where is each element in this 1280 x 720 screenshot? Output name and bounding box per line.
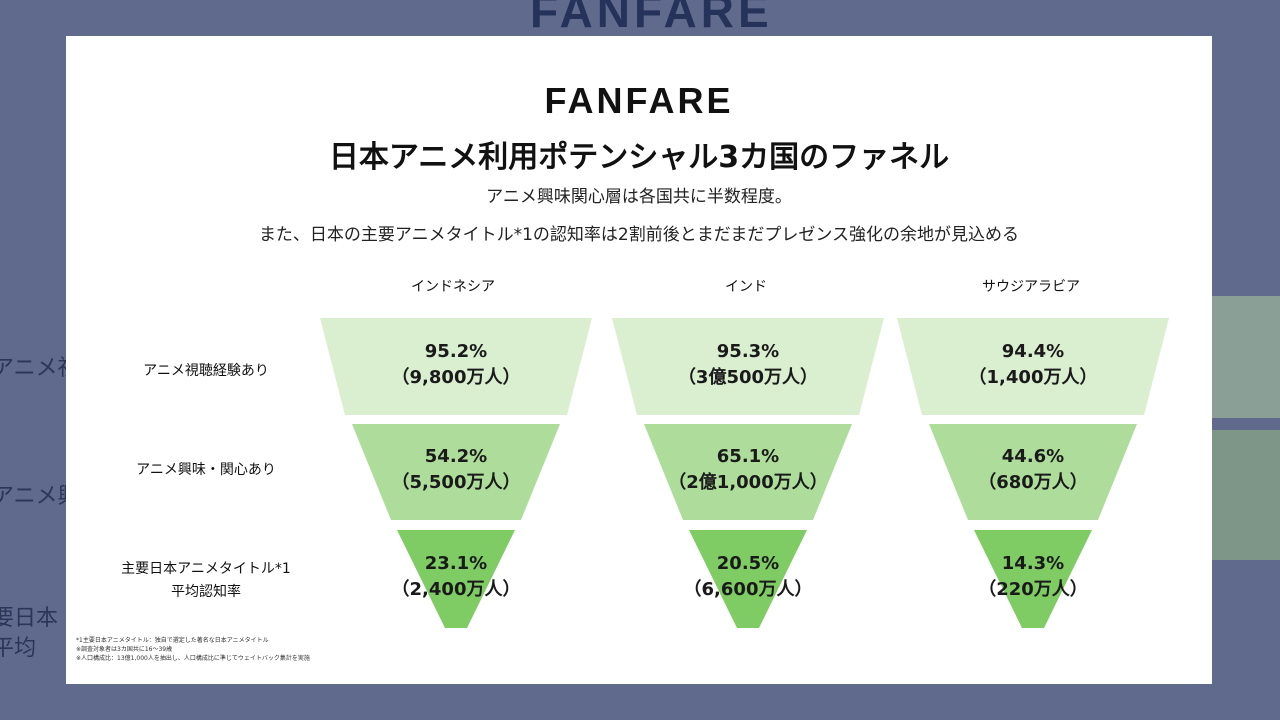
population-label: （3億500万人） xyxy=(677,366,819,388)
percent-label: 14.3% xyxy=(1001,553,1065,574)
funnel-value: 94.4% （1,400万人） xyxy=(897,339,1169,391)
funnel-value: 54.2% （5,500万人） xyxy=(320,444,592,496)
funnel-value: 44.6% （680万人） xyxy=(897,444,1169,496)
population-label: （680万人） xyxy=(978,472,1088,493)
row-label-title-awareness: 主要日本アニメタイトル*1 xyxy=(121,561,291,577)
percent-label: 65.1% xyxy=(716,446,780,467)
funnel-value: 95.3% （3億500万人） xyxy=(612,339,884,391)
funnel-segment xyxy=(897,318,1169,415)
country-header-indonesia: インドネシア xyxy=(411,279,495,295)
funnel-segment xyxy=(689,530,807,628)
subtitle-line-2: また、日本の主要アニメタイトル*1の認知率は2割前後とまだまだプレゼンス強化の余… xyxy=(258,225,1020,245)
population-label: （2,400万人） xyxy=(391,579,521,600)
population-label: （9,800万人） xyxy=(391,366,521,388)
background-funnel-shape xyxy=(1212,296,1280,418)
subtitle-line-1: アニメ興味関心層は各国共に半数程度。 xyxy=(486,187,792,207)
funnel-segment xyxy=(644,424,852,520)
funnel-value: 23.1% （2,400万人） xyxy=(320,551,592,603)
country-header-saudi-arabia: サウジアラビア xyxy=(982,279,1080,295)
row-label-average-awareness: 平均認知率 xyxy=(171,584,241,600)
percent-label: 20.5% xyxy=(716,553,780,574)
population-label: （220万人） xyxy=(978,579,1088,600)
funnel-value: 20.5% （6,600万人） xyxy=(612,551,884,603)
funnel-segment xyxy=(929,424,1137,520)
funnel-graphic xyxy=(897,318,1169,628)
population-label: （1,400万人） xyxy=(968,366,1098,388)
percent-label: 94.4% xyxy=(1001,340,1065,362)
funnel-segment xyxy=(974,530,1092,628)
slide-title: 日本アニメ利用ポテンシャル3カ国のファネル xyxy=(328,140,950,175)
row-label-interest: アニメ興味・関心あり xyxy=(136,462,276,478)
percent-label: 54.2% xyxy=(424,446,488,467)
funnel: 95.3% （3億500万人） 65.1% （2億1,000万人） 20.5% （6,60… xyxy=(612,318,884,638)
percent-label: 95.3% xyxy=(716,340,780,362)
funnel-graphic xyxy=(612,318,884,628)
percent-label: 95.2% xyxy=(424,340,488,362)
population-label: （5,500万人） xyxy=(391,472,521,493)
background-row-label: 平均 xyxy=(0,636,37,661)
slide: FANFARE 日本アニメ利用ポテンシャル3カ国のファネル アニメ興味関心層は各… xyxy=(66,36,1212,684)
funnel: 94.4% （1,400万人） 44.6% （680万人） 14.3% （220万人） xyxy=(897,318,1169,638)
footnote: ※人口構成比：13億1,000人を抽出し、人口構成比に準じてウェイトバック集計を… xyxy=(76,655,310,662)
country-header-india: インド xyxy=(725,279,767,295)
funnel: 95.2% （9,800万人） 54.2% （5,500万人） 23.1% （2,400万… xyxy=(320,318,592,638)
background-funnel-shape xyxy=(1212,430,1280,560)
funnel-segment xyxy=(352,424,560,520)
fanfare-logo: FANFARE xyxy=(544,80,734,121)
percent-label: 44.6% xyxy=(1001,446,1065,467)
background-logo: FANFARE xyxy=(530,0,773,37)
footnotes: *1主要日本アニメタイトル：独自で選定した著名な日本アニメタイトル ※調査対象者… xyxy=(76,636,310,663)
funnel-graphic xyxy=(320,318,592,628)
background-row-label: 要日本 xyxy=(0,606,59,631)
funnel-segment xyxy=(612,318,884,415)
population-label: （2億1,000万人） xyxy=(668,472,828,493)
footnote: ※調査対象者は3カ国共に16〜39歳 xyxy=(76,646,173,653)
row-label-viewing-experience: アニメ視聴経験あり xyxy=(143,363,269,379)
funnel-value: 65.1% （2億1,000万人） xyxy=(612,444,884,496)
population-label: （6,600万人） xyxy=(683,579,813,600)
percent-label: 23.1% xyxy=(424,553,488,574)
funnel-value: 14.3% （220万人） xyxy=(897,551,1169,603)
funnel-segment xyxy=(397,530,515,628)
funnel-segment xyxy=(320,318,592,415)
funnel-value: 95.2% （9,800万人） xyxy=(320,339,592,391)
footnote: *1主要日本アニメタイトル：独自で選定した著名な日本アニメタイトル xyxy=(76,637,269,644)
